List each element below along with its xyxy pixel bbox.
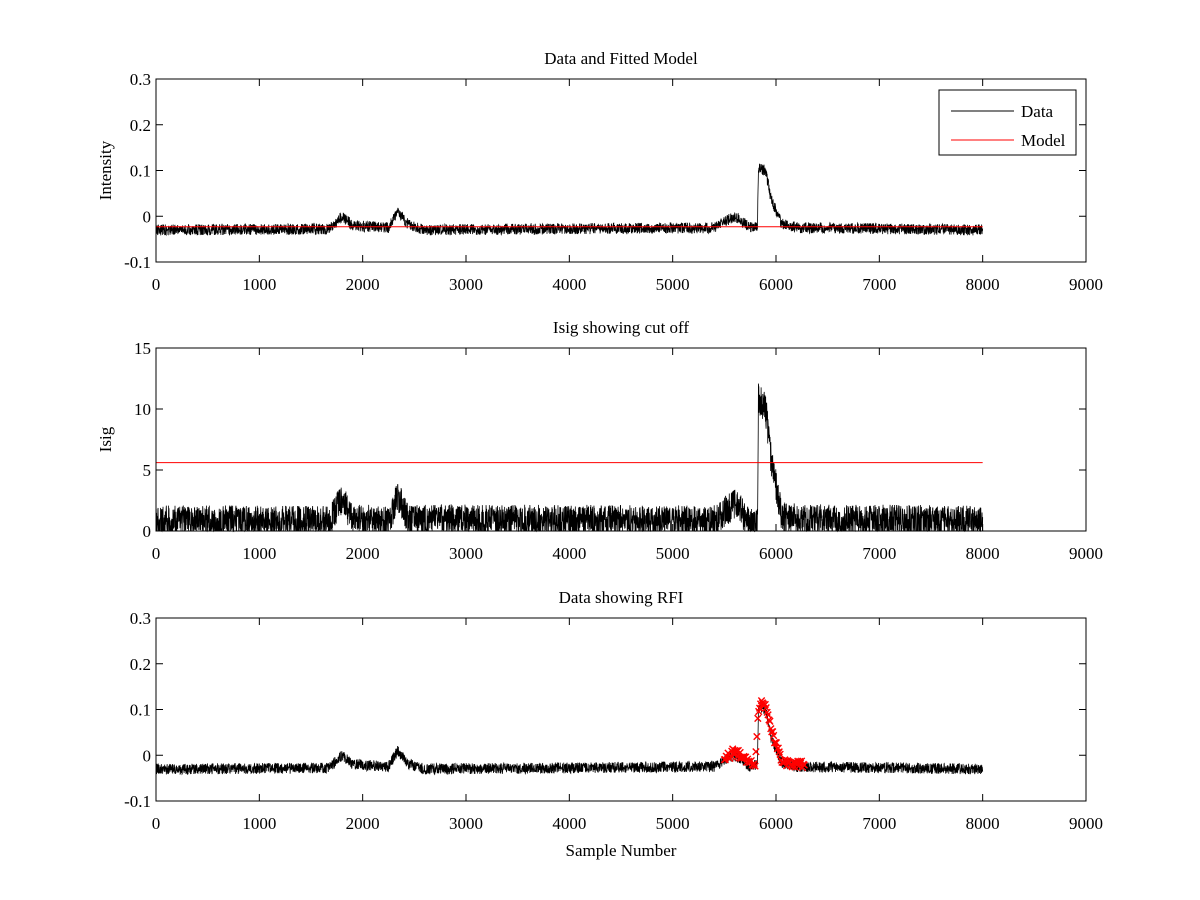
rfi-point-marker <box>753 732 761 741</box>
subplot-data-and-fitted-model: 0 1000 2000 3000 4000 5000 6000 7000 8000 9000 -0.… <box>96 49 1103 294</box>
y-tick-label: 0 <box>143 746 152 765</box>
x-tick-label: 2000 <box>346 544 380 563</box>
rfi-point-marker <box>800 761 809 769</box>
y-tick-label: -0.1 <box>124 792 151 811</box>
x-tick-label: 0 <box>152 814 161 833</box>
x-tick-label: 4000 <box>552 275 586 294</box>
x-tick-label: 4000 <box>552 814 586 833</box>
rfi-point-marker <box>752 748 760 756</box>
y-tick-label: 10 <box>134 400 151 419</box>
y-tick-label: -0.1 <box>124 253 151 272</box>
rfi-point-marker <box>750 760 758 768</box>
x-tick-label: 3000 <box>449 275 483 294</box>
subplot-title: Data showing RFI <box>559 588 684 607</box>
y-tick-label: 0 <box>143 207 152 226</box>
series-layer <box>155 383 984 533</box>
legend-box <box>938 89 1077 156</box>
y-tick-label: 0.1 <box>130 162 151 181</box>
x-tick-label: 5000 <box>656 814 690 833</box>
y-axis-label: Isig <box>96 426 115 452</box>
x-tick-label: 9000 <box>1069 544 1103 563</box>
rfi-point-marker <box>754 714 762 723</box>
y-tick-label: 0.1 <box>130 701 151 720</box>
x-tick-label: 5000 <box>656 544 690 563</box>
subplot-isig-cut-off: 0 1000 2000 3000 4000 5000 6000 7000 8000 9000 0 5 1… <box>96 318 1103 563</box>
y-tick-label: 0.3 <box>130 70 151 89</box>
x-tick-label: 9000 <box>1069 814 1103 833</box>
x-tick-label: 1000 <box>242 814 276 833</box>
x-tick-label: 6000 <box>759 814 793 833</box>
y-tick-label: 0.2 <box>130 116 151 135</box>
rfi-point-marker <box>732 746 741 755</box>
subplot-title: Data and Fitted Model <box>544 49 698 68</box>
x-tick-label: 2000 <box>346 275 380 294</box>
series-line <box>155 383 984 533</box>
x-tick-label: 8000 <box>966 814 1000 833</box>
y-tick-label: 15 <box>134 339 151 358</box>
subplot-title: Isig showing cut off <box>553 318 689 337</box>
x-tick-label: 1000 <box>242 275 276 294</box>
x-tick-label: 0 <box>152 544 161 563</box>
legend-model-label: Model <box>1021 131 1066 150</box>
x-tick-label: 9000 <box>1069 275 1103 294</box>
data-line <box>155 163 984 237</box>
x-tick-label: 6000 <box>759 275 793 294</box>
y-tick-label: 0 <box>143 522 152 541</box>
x-tick-label: 8000 <box>966 275 1000 294</box>
x-tick-label: 3000 <box>449 544 483 563</box>
series-layer <box>155 163 984 237</box>
x-tick-label: 4000 <box>552 544 586 563</box>
x-tick-label: 8000 <box>966 544 1000 563</box>
x-tick-label: 3000 <box>449 814 483 833</box>
rfi-point-marker <box>766 717 774 725</box>
subplot-data-showing-rfi: 0 1000 2000 3000 4000 5000 6000 7000 8000 9000 -0.… <box>124 588 1103 860</box>
y-tick-label: 5 <box>143 461 152 480</box>
tick-layer: 0 1000 2000 3000 4000 5000 6000 7000 8000 9000 -0.… <box>124 609 1103 833</box>
x-axis-label: Sample Number <box>566 841 677 860</box>
rfi-point-marker <box>769 731 778 740</box>
x-tick-label: 7000 <box>862 275 896 294</box>
x-tick-label: 7000 <box>862 814 896 833</box>
series-line <box>155 702 984 776</box>
legend: Data Model <box>938 89 1077 156</box>
x-tick-label: 1000 <box>242 544 276 563</box>
y-axis-label: Intensity <box>96 140 115 200</box>
axes-frame <box>155 347 1087 532</box>
legend-data-label: Data <box>1021 102 1054 121</box>
rfi-point-marker <box>751 762 759 770</box>
rfi-markers <box>720 697 809 772</box>
x-tick-label: 0 <box>152 275 161 294</box>
tick-layer: 0 1000 2000 3000 4000 5000 6000 7000 8000 9000 0 5 1… <box>134 339 1103 563</box>
x-tick-label: 5000 <box>656 275 690 294</box>
series-layer <box>155 697 984 776</box>
y-tick-label: 0.2 <box>130 655 151 674</box>
rfi-point-marker <box>772 738 781 747</box>
y-tick-label: 0.3 <box>130 609 151 628</box>
x-tick-label: 7000 <box>862 544 896 563</box>
x-tick-label: 6000 <box>759 544 793 563</box>
tick-layer: 0 1000 2000 3000 4000 5000 6000 7000 8000 9000 -0.… <box>124 70 1103 294</box>
x-tick-label: 2000 <box>346 814 380 833</box>
